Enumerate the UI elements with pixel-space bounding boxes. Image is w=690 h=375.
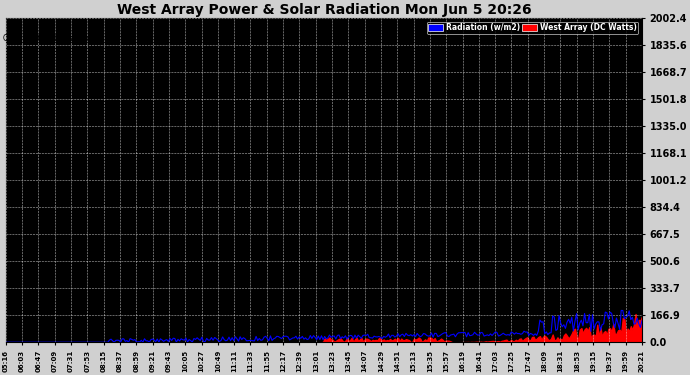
Legend: Radiation (w/m2), West Array (DC Watts): Radiation (w/m2), West Array (DC Watts) (426, 22, 638, 34)
Text: Copyright 2017 Cartronics.com: Copyright 2017 Cartronics.com (3, 34, 123, 43)
Title: West Array Power & Solar Radiation Mon Jun 5 20:26: West Array Power & Solar Radiation Mon J… (117, 3, 531, 17)
